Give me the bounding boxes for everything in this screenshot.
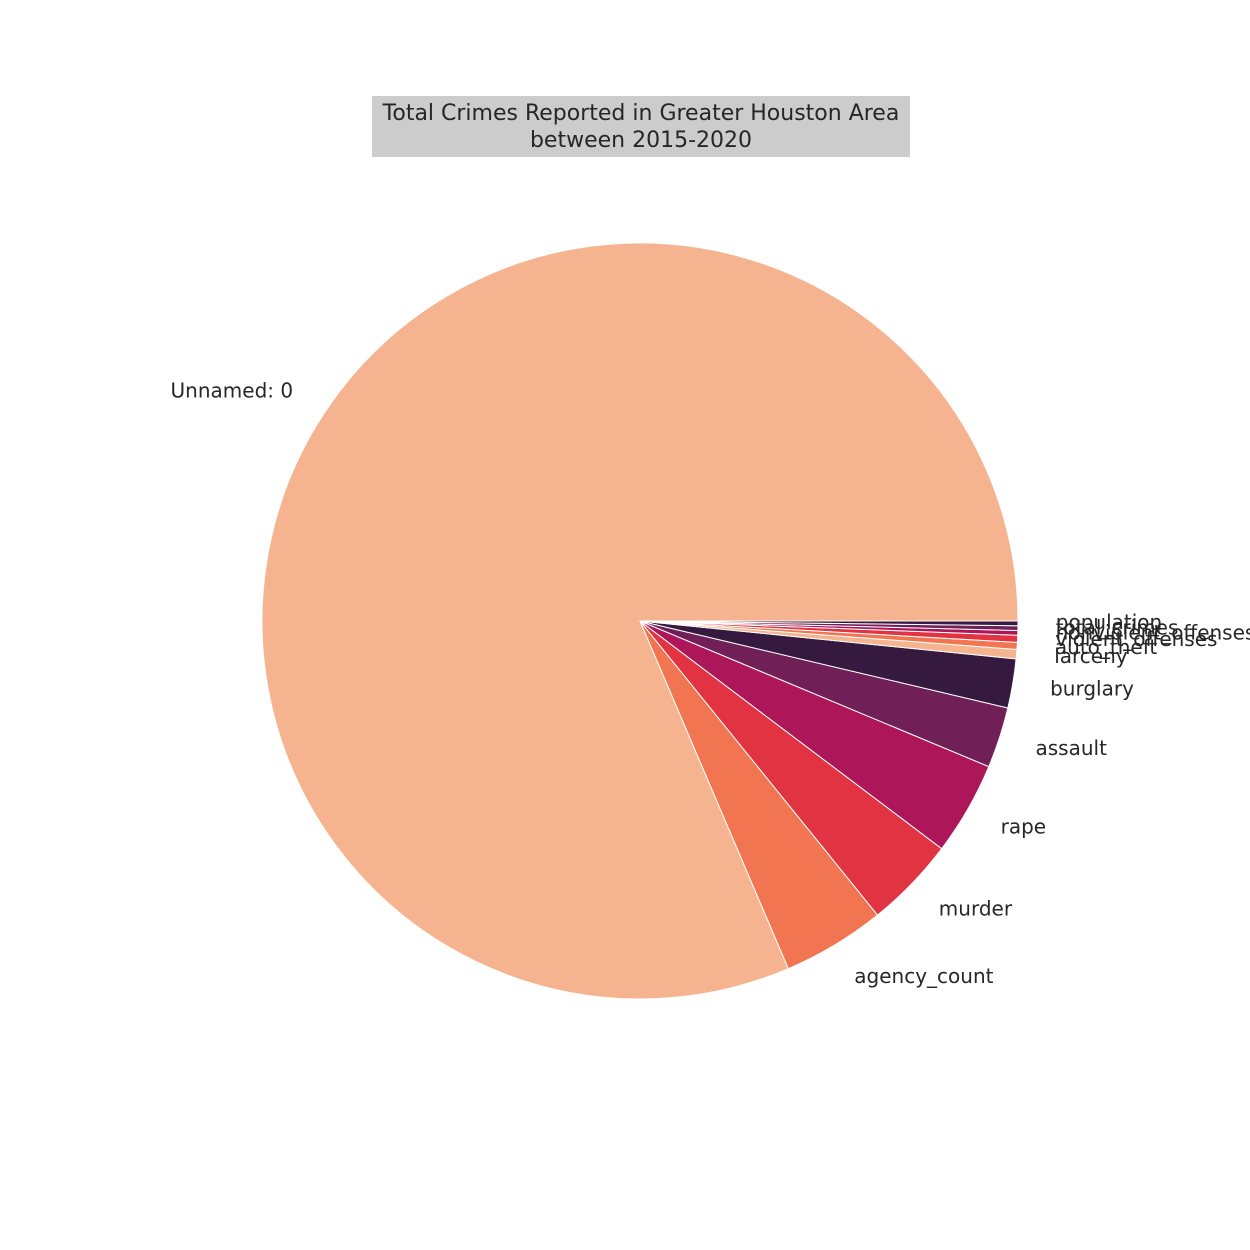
chart-title-line-1: Total Crimes Reported in Greater Houston… bbox=[382, 100, 900, 126]
pie-label-larceny: larceny bbox=[1054, 644, 1128, 668]
pie-label-auto-theft: auto_theft bbox=[1055, 635, 1158, 659]
pie-label-rape: rape bbox=[1001, 815, 1046, 839]
pie-label-nonviolent-offenses: nonviolent_offenses bbox=[1056, 621, 1250, 645]
pie-label-total-crimes: total_crimes bbox=[1056, 615, 1179, 639]
pie-label-violent-offenses: violent_offenses bbox=[1055, 627, 1217, 651]
pie-label-murder: murder bbox=[939, 897, 1013, 921]
chart-title: Total Crimes Reported in Greater Houston… bbox=[372, 96, 910, 157]
pie-slices bbox=[261, 242, 1019, 1000]
pie-label-population: population bbox=[1056, 610, 1162, 634]
pie-slice-population bbox=[639, 620, 1019, 627]
pie-labels: Unnamed: 0 agency_count murder rape assault b… bbox=[171, 378, 1250, 988]
chart-title-line-2: between 2015-2020 bbox=[529, 127, 753, 153]
pie-label-assault: assault bbox=[1036, 736, 1108, 760]
pie-label-agency-count: agency_count bbox=[854, 964, 993, 988]
pie-label-unnamed-0: Unnamed: 0 bbox=[171, 378, 294, 402]
pie-label-burglary: burglary bbox=[1050, 676, 1134, 700]
